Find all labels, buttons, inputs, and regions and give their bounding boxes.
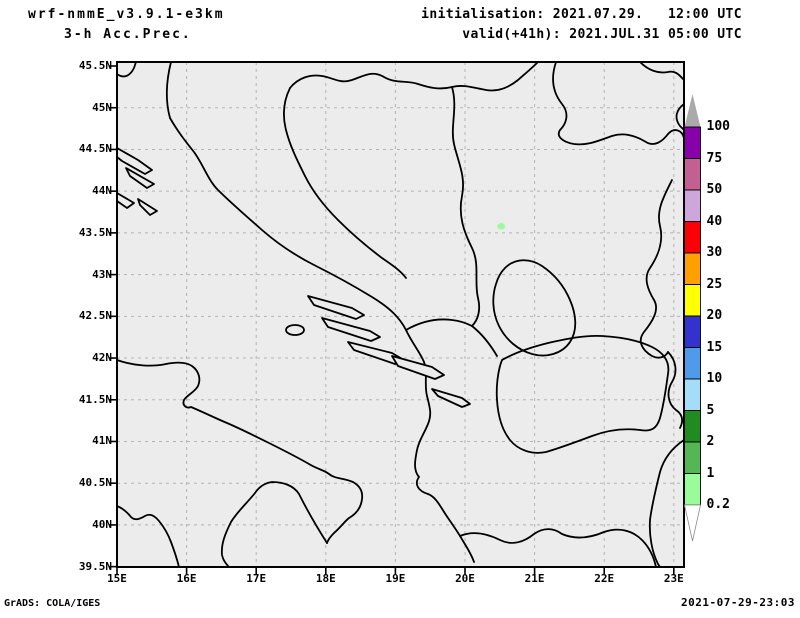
colorbar-level-label: 30 (706, 245, 723, 260)
coast-italy-adriatic (116, 359, 364, 544)
colorbar (684, 94, 701, 542)
lat-tick-label: 44N (92, 184, 112, 198)
colorbar-level-label: 1 (706, 465, 715, 481)
lat-tick-label: 42.5N (78, 309, 112, 323)
colorbar-segment (684, 252, 701, 285)
border-tr-corner (639, 61, 685, 81)
coast-calabria (116, 505, 180, 568)
coast-italy-gulf (220, 481, 328, 568)
colorbar-segment (684, 347, 701, 380)
colorbar-level-label: 20 (706, 308, 723, 323)
init-time-label: initialisation: 2021.07.29. 12:00 UTC (421, 7, 742, 22)
precip-field (497, 223, 506, 230)
generation-timestamp: 2021-07-29-23:03 (681, 596, 795, 609)
lon-tick-label: 15E (107, 572, 127, 585)
border-r-edge-top (675, 103, 685, 131)
lat-tick-label: 45N (92, 100, 112, 114)
colorbar-segment (684, 158, 701, 191)
lat-tick-label: 43.5N (78, 225, 112, 239)
model-title: wrf-nmmE_v3.9.1-e3km (28, 7, 225, 22)
border-macedonia (495, 334, 670, 454)
colorbar-segment (684, 284, 701, 317)
lat-tick-label: 43N (92, 267, 112, 281)
colorbar-segment (684, 221, 701, 254)
border-kosovo (492, 259, 577, 357)
lon-tick-label: 16E (176, 572, 197, 585)
precip-spot (497, 223, 506, 230)
colorbar-level-label: 2 (706, 434, 715, 449)
lat-tick-label: 40N (92, 517, 112, 531)
colorbar-level-label: 0.2 (706, 497, 730, 512)
colorbar-level-label: 40 (706, 213, 723, 229)
border-montenegro-2 (471, 325, 498, 357)
border-danube (552, 61, 685, 146)
colorbar-level-label: 100 (706, 119, 730, 134)
colorbar-segment (684, 473, 701, 506)
lon-tick-label: 23E (663, 572, 684, 585)
colorbar-level-label: 75 (706, 150, 723, 166)
coast-istria (116, 61, 137, 78)
axis-ticks (109, 65, 675, 574)
product-title: 3-h Acc.Prec. (64, 27, 192, 42)
lon-tick-label: 19E (385, 572, 406, 585)
colorbar-segment (684, 441, 701, 474)
lat-tick-label: 40.5N (78, 476, 112, 490)
lon-tick-label: 17E (246, 572, 267, 585)
lon-tick-label: 18E (315, 572, 336, 585)
colorbar-under-arrow (684, 504, 701, 542)
colorbar-segment (684, 126, 701, 159)
colorbar-over-arrow (684, 94, 701, 127)
colorbar-level-label: 50 (706, 182, 723, 197)
border-serbia-bulgaria (639, 179, 673, 359)
border-sava (289, 61, 539, 92)
border-bosnia-arc (283, 87, 407, 279)
lat-tick-label: 45.5N (78, 59, 112, 72)
colorbar-level-label: 25 (706, 276, 723, 292)
colorbar-segment (684, 378, 701, 411)
colorbar-segment (684, 410, 701, 443)
islands-nw (116, 147, 158, 216)
lat-tick-label: 42N (92, 351, 112, 365)
colorbar-segment (684, 189, 701, 222)
lon-tick-label: 21E (524, 572, 545, 585)
colorbar-level-label: 5 (706, 402, 715, 418)
lat-tick-label: 39.5N (78, 559, 112, 573)
colorbar-level-label: 15 (706, 339, 723, 355)
lat-tick-label: 41N (92, 434, 112, 448)
lon-tick-label: 22E (594, 572, 615, 585)
colorbar-segment (684, 315, 701, 348)
map-plot-area (117, 62, 684, 567)
border-drina (451, 86, 481, 327)
valid-time-label: valid(+41h): 2021.JUL.31 05:00 UTC (462, 27, 742, 42)
lat-tick-label: 41.5N (78, 392, 112, 406)
border-bulgaria-greece (648, 439, 685, 568)
coastlines-borders (116, 61, 685, 568)
border-albania-greece (459, 528, 657, 568)
lon-tick-label: 20E (455, 572, 475, 585)
map-frame (116, 61, 685, 568)
border-struma (667, 351, 683, 429)
colorbar-level-label: 10 (706, 371, 723, 386)
grads-credit: GrADS: COLA/IGES (4, 598, 101, 609)
border-montenegro-1 (405, 318, 473, 331)
islands-dalmatia (285, 295, 471, 408)
lat-tick-label: 44.5N (78, 142, 112, 156)
border-nw (165, 61, 172, 119)
